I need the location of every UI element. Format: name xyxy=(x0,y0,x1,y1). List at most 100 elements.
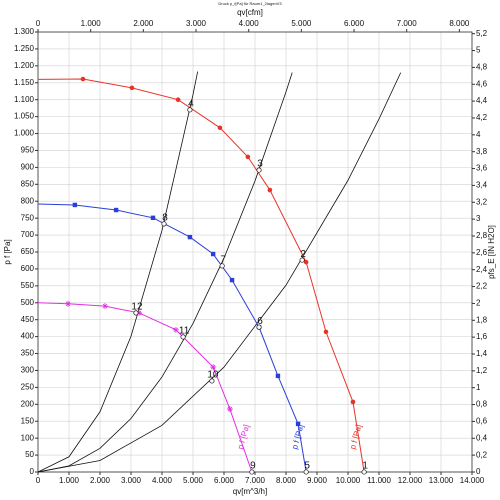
operating-point xyxy=(180,334,186,340)
marker xyxy=(65,300,72,307)
y-tick-label: 800 xyxy=(21,196,35,205)
operating-point xyxy=(133,310,139,316)
y-tick-label: 400 xyxy=(21,332,35,341)
y2-tick-label: 4,4 xyxy=(476,96,488,105)
operating-point xyxy=(303,469,309,475)
y-tick-label: 100 xyxy=(21,433,35,442)
x2-tick-label: 3.000 xyxy=(186,19,207,28)
marker xyxy=(323,329,329,335)
x-tick-label: 10.000 xyxy=(336,476,361,485)
y-tick-label: 350 xyxy=(21,349,35,358)
marker xyxy=(229,277,235,283)
y2-tick-label: 4 xyxy=(476,130,481,139)
plot-frame xyxy=(37,31,473,473)
y2-tick-label: 5,2 xyxy=(476,29,488,38)
operating-point xyxy=(161,221,167,227)
y2-tick-label: 4,6 xyxy=(476,79,488,88)
y2-tick-label: 4,2 xyxy=(476,113,488,122)
chart-title: Druck p_f[Pa] für Raum1_2lagenV3 xyxy=(218,1,282,6)
y2-tick-label: 2,2 xyxy=(476,282,488,291)
marker xyxy=(150,215,156,221)
x-tick-label: 3.000 xyxy=(121,476,142,485)
marker xyxy=(187,234,193,240)
operating-point xyxy=(299,257,305,263)
point-label: 6 xyxy=(257,316,263,327)
y-tick-label: 1.100 xyxy=(14,95,35,104)
point-label: 3 xyxy=(257,159,263,170)
point-label: 2 xyxy=(300,249,306,260)
operating-point xyxy=(256,324,262,330)
marker xyxy=(210,364,217,371)
y-tick-label: 1.250 xyxy=(14,44,35,53)
x2-tick-label: 7.000 xyxy=(397,19,418,28)
marker xyxy=(295,421,301,427)
y2-tick-label: 2 xyxy=(476,299,481,308)
x2-axis-label: qv[cfm] xyxy=(237,8,263,17)
point-label: 1 xyxy=(362,461,368,472)
y2-tick-label: 2,6 xyxy=(476,248,488,257)
point-label: 11 xyxy=(179,326,190,337)
x-tick-label: 8.000 xyxy=(276,476,297,485)
operating-point xyxy=(219,263,225,269)
y2-tick-label: 0,2 xyxy=(476,450,488,459)
x-tick-label: 14.000 xyxy=(460,476,485,485)
x-tick-label: 4.000 xyxy=(152,476,173,485)
y-tick-label: 1.000 xyxy=(14,129,35,138)
y-tick-label: 200 xyxy=(21,399,35,408)
x-tick-label: 9.000 xyxy=(307,476,328,485)
x-tick-label: 0 xyxy=(36,476,41,485)
y-tick-label: 750 xyxy=(21,213,35,222)
marker xyxy=(245,154,251,160)
marker xyxy=(72,202,78,208)
x-tick-label: 5.000 xyxy=(183,476,204,485)
y2-tick-label: 3,2 xyxy=(476,197,488,206)
y2-tick-label: 4,8 xyxy=(476,63,488,72)
y-tick-label: 0 xyxy=(30,467,35,476)
operating-point xyxy=(361,469,367,475)
y2-tick-label: 2,8 xyxy=(476,231,488,240)
x-tick-label: 13.000 xyxy=(429,476,454,485)
y-tick-label: 500 xyxy=(21,298,35,307)
y2-tick-label: 3 xyxy=(476,214,481,223)
point-label: 4 xyxy=(188,98,194,109)
point-label: 9 xyxy=(250,461,256,472)
y-tick-label: 150 xyxy=(21,416,35,425)
point-label: 10 xyxy=(207,370,219,381)
marker xyxy=(210,251,216,257)
y-tick-label: 900 xyxy=(21,162,35,171)
y-tick-label: 250 xyxy=(21,382,35,391)
y2-tick-label: 1,6 xyxy=(476,332,488,341)
y-tick-label: 650 xyxy=(21,247,35,256)
y2-tick-label: 5 xyxy=(476,46,481,55)
y-tick-label: 1.050 xyxy=(14,112,35,121)
y2-tick-label: 0,8 xyxy=(476,400,488,409)
system-curve xyxy=(37,72,293,473)
x2-tick-label: 5.000 xyxy=(291,19,312,28)
marker xyxy=(172,326,179,333)
point-label: 12 xyxy=(131,302,143,313)
operating-point xyxy=(187,107,193,113)
marker xyxy=(226,406,233,413)
marker xyxy=(136,309,143,316)
operating-point xyxy=(209,378,215,384)
y-axis-label: p f [Pa] xyxy=(3,239,12,264)
operating-point xyxy=(249,469,255,475)
system-curve xyxy=(37,71,199,473)
marker xyxy=(217,125,223,131)
x-tick-label: 11.000 xyxy=(367,476,391,485)
marker xyxy=(267,187,273,193)
x2-tick-label: 4.000 xyxy=(239,19,260,28)
x2-tick-label: 8.000 xyxy=(449,19,470,28)
y2-tick-label: 3,6 xyxy=(476,164,488,173)
marker xyxy=(113,207,119,213)
y-tick-label: 600 xyxy=(21,264,35,273)
marker xyxy=(101,303,108,310)
y-tick-label: 950 xyxy=(21,146,35,155)
y-tick-label: 450 xyxy=(21,315,35,324)
point-label: 8 xyxy=(162,213,168,224)
point-label: 5 xyxy=(304,461,310,472)
y2-tick-label: 1 xyxy=(476,383,481,392)
y2-tick-label: 0,6 xyxy=(476,417,488,426)
